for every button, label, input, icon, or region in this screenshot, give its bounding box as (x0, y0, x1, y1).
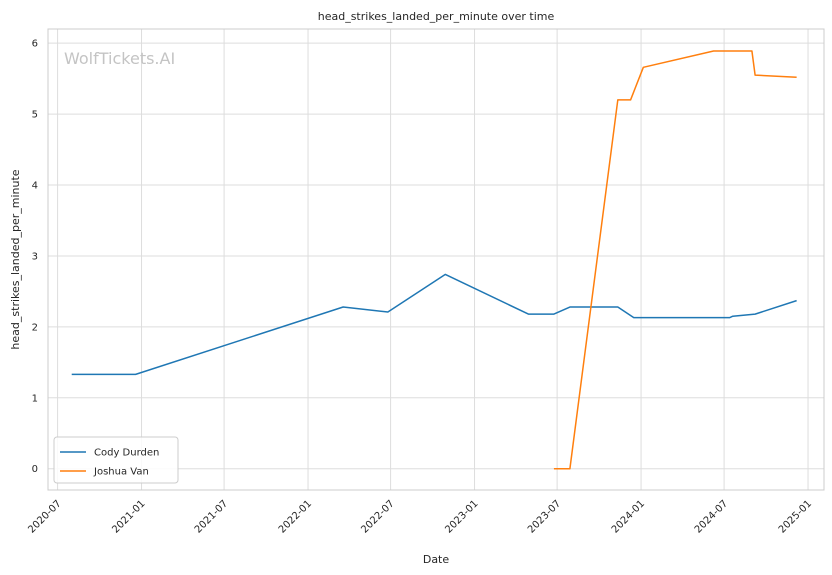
chart-title: head_strikes_landed_per_minute over time (318, 10, 555, 23)
series-lines (71, 50, 797, 470)
x-axis-title: Date (423, 553, 450, 566)
y-axis-title: head_strikes_landed_per_minute (9, 169, 22, 349)
y-tick-label: 5 (32, 110, 38, 121)
series-line-joshua-van (553, 50, 797, 470)
legend-label-joshua-van: Joshua Van (93, 467, 149, 478)
legend: Cody Durden Joshua Van (53, 436, 179, 484)
y-tick-label: 3 (32, 251, 38, 262)
watermark: WolfTickets.AI (64, 49, 175, 68)
legend-label-cody-durden: Cody Durden (94, 448, 159, 459)
y-tick-label: 0 (32, 464, 38, 475)
y-tick-label: 1 (32, 393, 38, 404)
y-tick-label: 2 (32, 322, 38, 333)
y-tick-label: 4 (32, 181, 38, 192)
y-tick-label: 6 (32, 39, 38, 50)
plot-area (47, 28, 825, 491)
series-line-cody-durden (71, 273, 797, 376)
